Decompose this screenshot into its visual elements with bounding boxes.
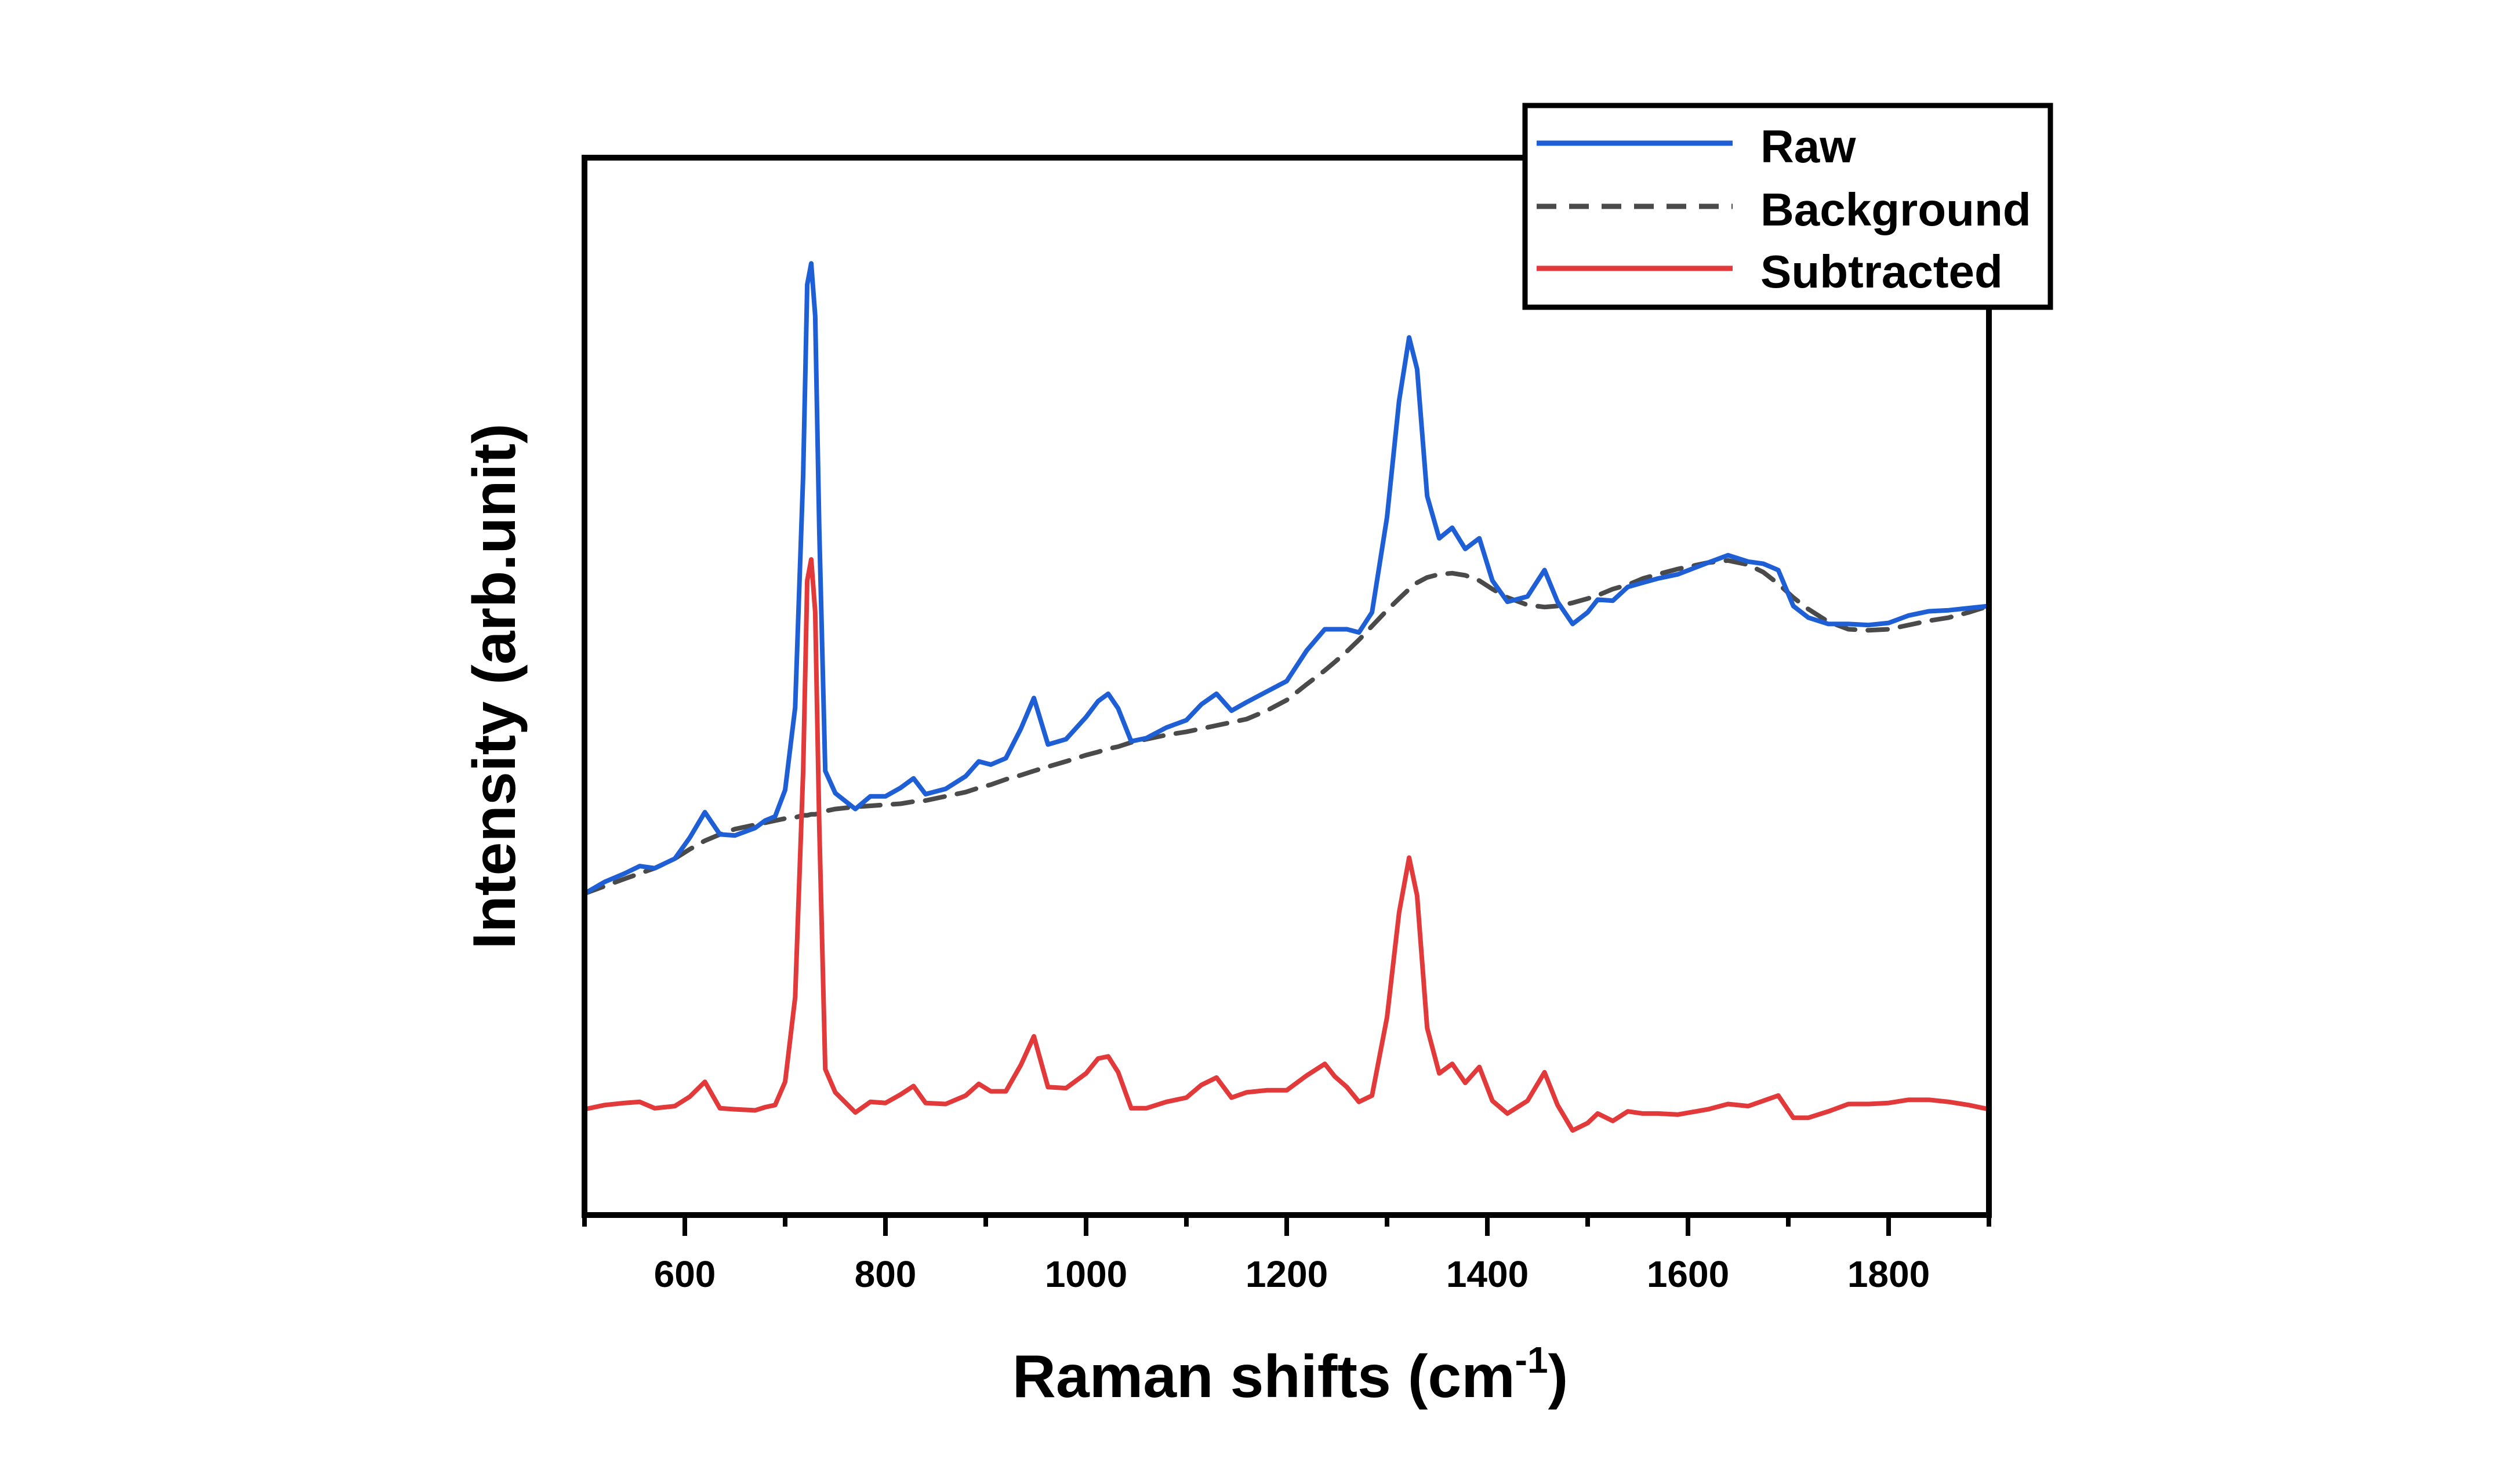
x-tick-label: 1400 xyxy=(1446,1253,1529,1295)
x-tick-label: 1200 xyxy=(1246,1253,1328,1295)
series-line-raw xyxy=(584,261,1989,896)
series-line-subtracted xyxy=(584,557,1989,1133)
x-tick-label: 800 xyxy=(855,1253,917,1295)
x-axis: 600 800 1000 1200 1400 1600 1800 xyxy=(582,1215,1991,1295)
x-tick-label: 600 xyxy=(654,1253,716,1295)
legend-label-background: Background xyxy=(1760,184,2031,235)
x-tick-label: 1600 xyxy=(1647,1253,1729,1295)
series-layer xyxy=(584,261,1989,1133)
legend-label-subtracted: Subtracted xyxy=(1760,246,2003,297)
series-line-background xyxy=(584,558,1989,896)
x-axis-label-superscript: -1 xyxy=(1515,1339,1548,1381)
y-axis-label: Intensity (arb.unit) xyxy=(461,423,528,949)
x-tick-label: 1800 xyxy=(1847,1253,1930,1295)
x-axis-label-main: Raman shifts (cm xyxy=(1012,1343,1515,1410)
x-axis-label: Raman shifts (cm-1) xyxy=(1012,1339,1568,1410)
x-axis-label-close: ) xyxy=(1548,1343,1569,1410)
legend: Raw Background Subtracted xyxy=(1522,103,2053,310)
legend-label-raw: Raw xyxy=(1760,121,1856,172)
x-tick-label: 1000 xyxy=(1045,1253,1127,1295)
